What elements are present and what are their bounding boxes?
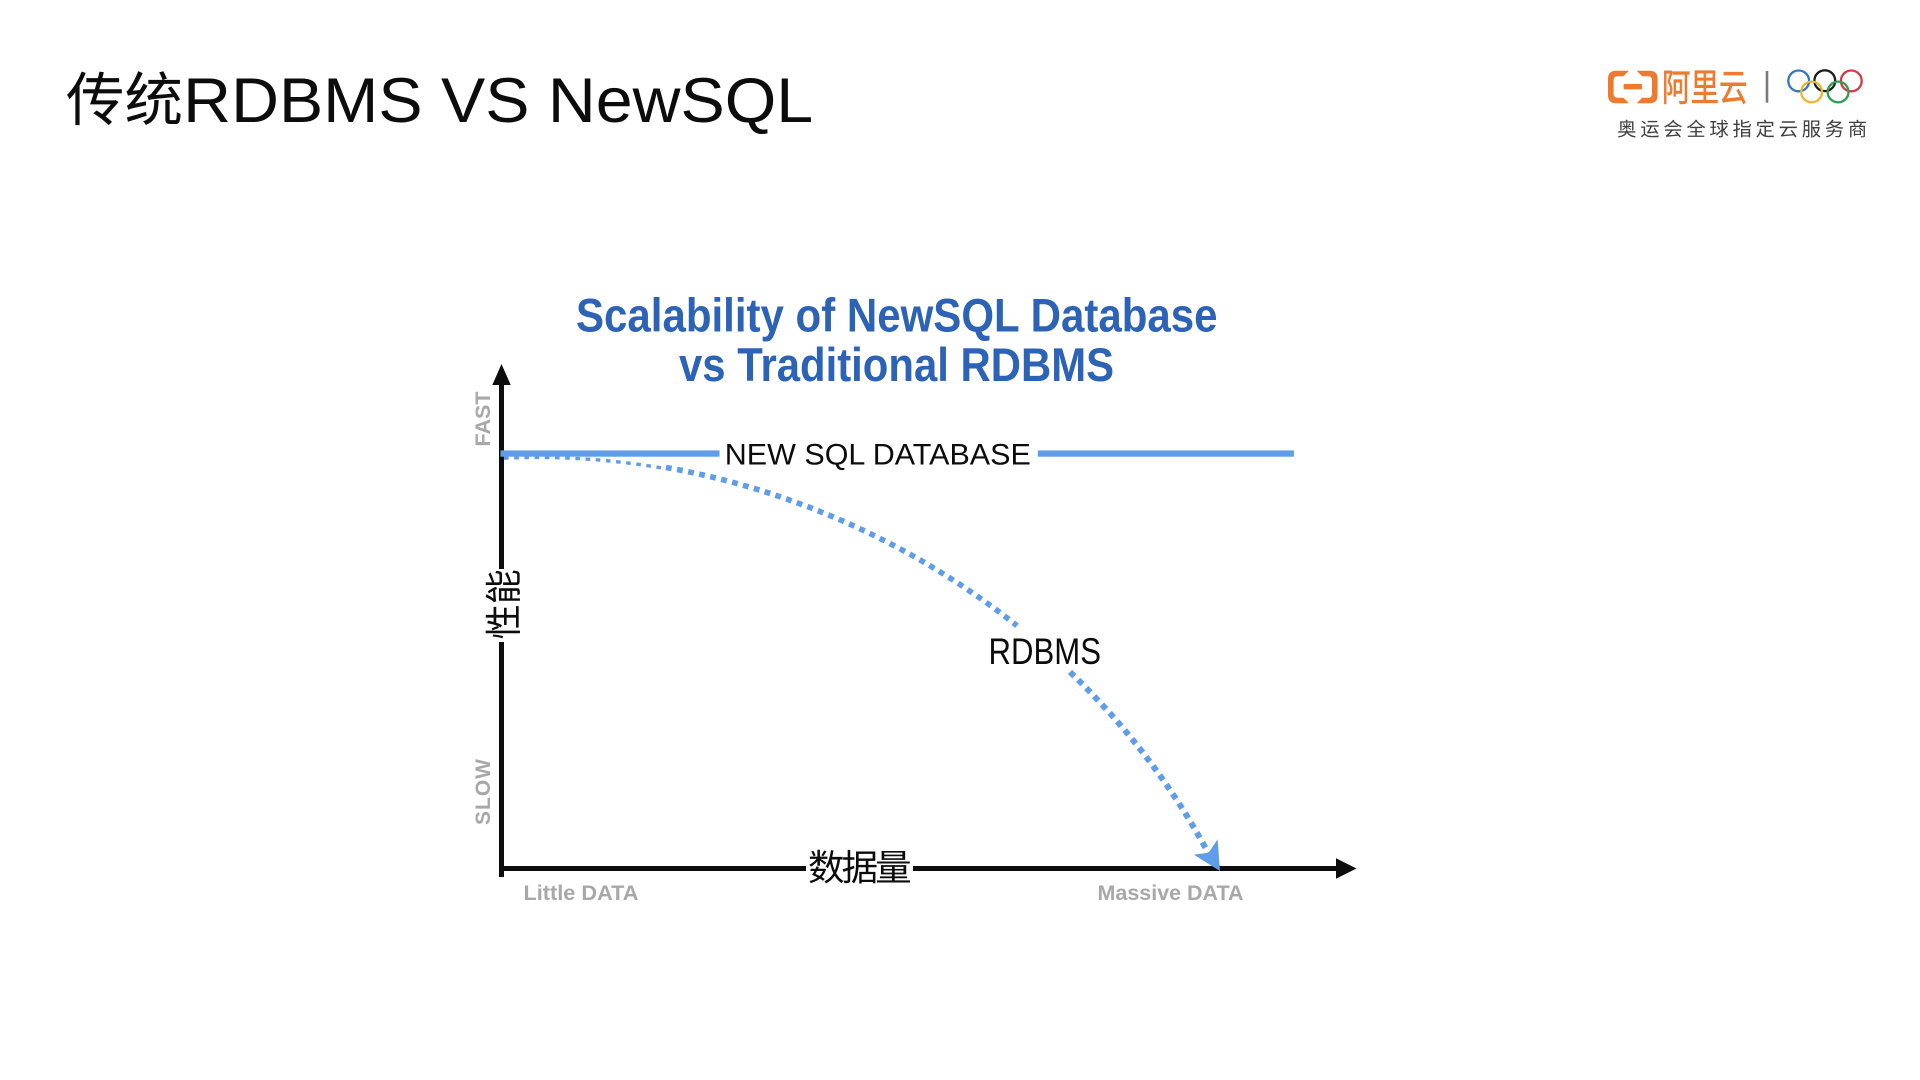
svg-text:Scalability of NewSQL Database: Scalability of NewSQL Database (576, 289, 1218, 342)
svg-text:RDBMS VS NewSQL: RDBMS VS NewSQL (183, 66, 813, 136)
svg-text:NEW SQL DATABASE: NEW SQL DATABASE (725, 438, 1031, 471)
svg-text:Massive DATA: Massive DATA (1098, 882, 1244, 905)
svg-text:SLOW: SLOW (472, 758, 495, 825)
svg-text:FAST: FAST (471, 392, 495, 447)
svg-text:RDBMS: RDBMS (989, 631, 1102, 672)
svg-text:Little DATA: Little DATA (524, 882, 639, 905)
svg-text:vs Traditional RDBMS: vs Traditional RDBMS (679, 338, 1114, 391)
